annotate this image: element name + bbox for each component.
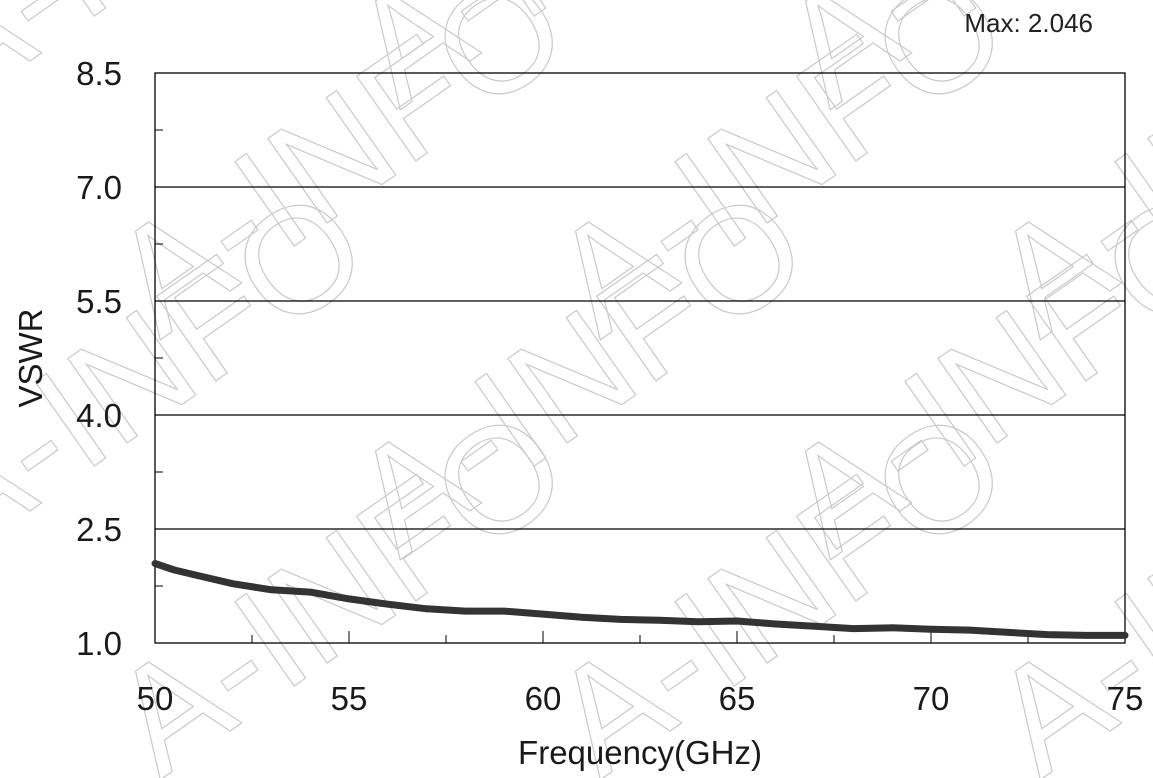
y-tick-label: 7.0	[76, 169, 122, 206]
x-axis-label: Frequency(GHz)	[518, 734, 762, 771]
x-tick-label: 75	[1107, 680, 1144, 717]
y-axis-label: VSWR	[12, 309, 49, 408]
y-tick-label: 8.5	[76, 55, 122, 92]
x-tick-label: 55	[331, 680, 368, 717]
x-tick-label: 70	[913, 680, 950, 717]
y-tick-label: 4.0	[76, 397, 122, 434]
y-tick-label: 1.0	[76, 625, 122, 662]
y-tick-label: 2.5	[76, 511, 122, 548]
x-tick-label: 60	[525, 680, 562, 717]
y-tick-label: 5.5	[76, 283, 122, 320]
plot-frame	[154, 72, 1126, 644]
series-line	[151, 560, 1129, 639]
x-tick-label: 65	[719, 680, 756, 717]
x-tick-label: 50	[137, 680, 174, 717]
max-annotation: Max: 2.046	[964, 8, 1093, 38]
